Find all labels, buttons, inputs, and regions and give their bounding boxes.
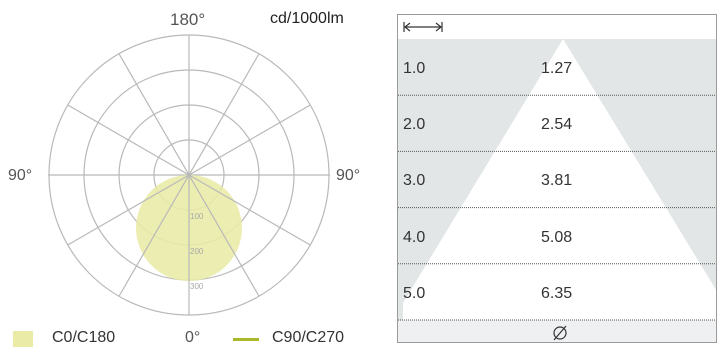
cone-diameter-value: 3.81	[541, 172, 573, 190]
cone-distance: 1.0	[403, 60, 426, 77]
angle-label-top: 180°	[170, 10, 206, 29]
ring-label: 200	[190, 247, 204, 256]
cone-diameter-value: 2.54	[541, 116, 573, 134]
ring-labels: 100 200 300	[190, 212, 204, 291]
cone-diameter-value: 5.08	[541, 228, 573, 246]
horizontal-arrow-icon	[403, 22, 443, 32]
diameter-icon	[553, 325, 567, 341]
angle-label-left: 90°	[8, 167, 33, 184]
cone-diameter-value: 6.35	[541, 284, 573, 302]
cone-distance: 4.0	[403, 228, 426, 246]
polar-diagram: 100 200 300	[48, 34, 330, 316]
cone-distance: 5.0	[403, 284, 426, 302]
c90-c270-swatch	[233, 338, 259, 341]
unit-label: cd/1000lm	[270, 10, 344, 27]
c0-c180-swatch	[13, 331, 33, 347]
polar-spokes	[67, 35, 311, 315]
cone-diameter-value: 1.27	[541, 60, 573, 77]
ring-label: 300	[190, 282, 204, 291]
cone-diagram: 1.0 1.27 2.0 2.54 3.0 3.81 4.0 5.08 5.0 6.35	[397, 14, 717, 343]
c90-c270-label: C90/C270	[272, 329, 345, 346]
ring-label: 100	[190, 212, 204, 221]
cone-distance: 2.0	[403, 116, 426, 134]
c0-c180-label: C0/C180	[52, 329, 116, 346]
cone-shading	[398, 15, 716, 342]
angle-label-bottom: 0°	[185, 329, 201, 346]
cone-distance: 3.0	[403, 172, 426, 190]
angle-label-right: 90°	[336, 167, 361, 184]
polar-spoke	[118, 53, 260, 297]
